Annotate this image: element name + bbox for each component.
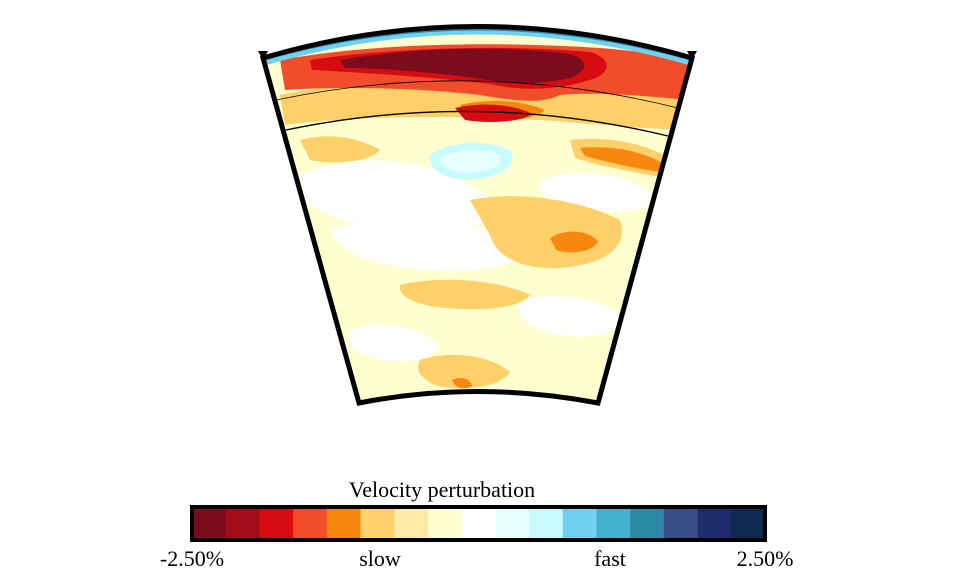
colorbar-min-label: -2.50% [160,546,224,571]
colorbar-swatch [663,507,699,540]
neutral-zone-middle [330,219,525,271]
colorbar-swatch [731,507,766,540]
discontinuity-410 [275,80,679,109]
neutral-zone-upper-left [300,160,493,233]
mild-slow-bottom-patch [418,354,510,389]
slow-anomaly-core [340,48,585,83]
colorbar-swatch [360,507,395,540]
moderate-slow-bottom-spot [452,378,472,389]
colorbar-swatch [225,507,261,540]
colorbar-swatch [293,507,328,540]
colorbar-swatch [427,507,463,540]
neutral-zone-lower-left [348,325,440,362]
colorbar-title: Velocity perturbation [349,477,535,502]
colorbar-swatch [192,507,227,540]
faint-fast-patch [440,150,501,173]
left-end-marker [258,51,268,60]
colorbar-swatches [192,507,766,540]
mild-slow-lower-patch [399,279,530,310]
colorbar-swatch [596,507,631,540]
neutral-zone-lower-right [518,296,625,337]
colorbar-max-label: 2.50% [737,546,794,571]
colorbar-swatch [495,507,530,540]
velocity-field [263,26,692,403]
colorbar-swatch [461,507,496,540]
colorbar-fast-label: fast [594,546,626,571]
mild-slow-left-patch [300,136,380,163]
right-end-marker [687,51,697,60]
colorbar-frame [190,505,767,542]
section-outline [259,24,696,406]
colorbar-swatch [697,507,732,540]
colorbar-slow-label: slow [359,546,401,571]
colorbar-swatch [259,507,294,540]
cross-section-wedge [258,24,697,406]
moderate-slow-center-blob [550,231,598,253]
colorbar-swatch [394,507,429,540]
colorbar-swatch [630,507,665,540]
moderate-slow-right-band [580,147,665,172]
colorbar: Velocity perturbation -2.50% slow fast 2… [160,477,793,571]
discontinuity-660 [285,110,669,137]
colorbar-swatch [562,507,598,540]
colorbar-swatch [326,507,362,540]
colorbar-swatch [529,507,564,540]
slow-anomaly-deep-lobe [455,104,532,122]
